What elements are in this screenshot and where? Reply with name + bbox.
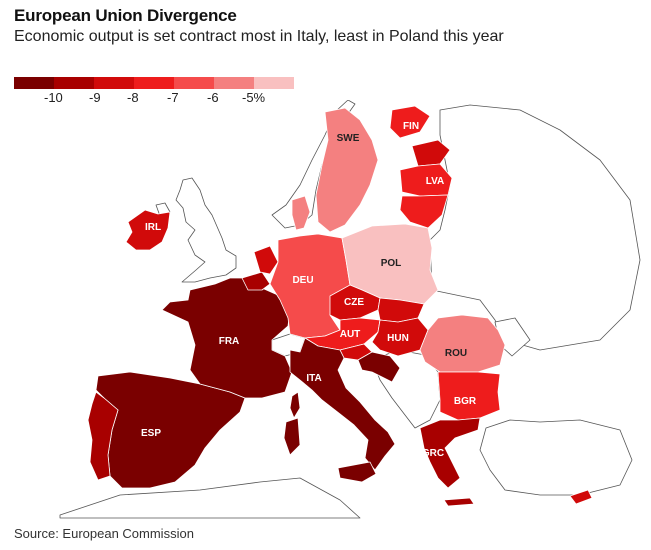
country-grc-crete (443, 497, 475, 507)
label-rou: ROU (445, 348, 467, 359)
countries (87, 105, 593, 507)
legend-bar (14, 77, 294, 89)
country-grc (419, 417, 481, 489)
land-africa (59, 477, 361, 519)
legend-labels: -10 -9 -8 -7 -6 -5% (14, 89, 294, 105)
country-swe (315, 107, 379, 233)
map-title: European Union Divergence (14, 6, 237, 25)
country-bgr (437, 371, 501, 421)
label-aut: AUT (340, 329, 361, 340)
country-ltu (399, 194, 449, 229)
legend-swatch (254, 77, 294, 89)
country-cyp (569, 489, 593, 505)
label-irl: IRL (145, 222, 161, 233)
country-est (411, 139, 451, 167)
legend-swatch (54, 77, 94, 89)
legend-swatch (174, 77, 214, 89)
country-prt (87, 391, 119, 481)
label-bgr: BGR (454, 396, 477, 407)
label-swe: SWE (337, 133, 360, 144)
land-east (429, 104, 641, 351)
country-nld (253, 245, 279, 275)
legend-label: -8 (127, 90, 139, 105)
country-irl (125, 209, 171, 251)
country-fra-corsica (289, 391, 301, 419)
label-pol: POL (381, 258, 402, 269)
country-ita-sicily (337, 461, 377, 483)
label-deu: DEU (292, 275, 313, 286)
europe-map: FRA ESP ITA DEU POL CZE AUT HUN ROU BGR … (59, 100, 641, 519)
land-tur (479, 419, 633, 496)
country-hrv (357, 351, 401, 383)
legend-swatch (94, 77, 134, 89)
country-rou (419, 314, 506, 373)
label-ita: ITA (306, 373, 321, 384)
label-esp: ESP (141, 428, 161, 439)
legend-swatch (214, 77, 254, 89)
country-fin (389, 105, 431, 139)
map-subtitle: Economic output is set contract most in … (14, 28, 504, 45)
label-cze: CZE (344, 297, 364, 308)
country-ita-sardinia (283, 417, 301, 456)
legend-label: -7 (167, 90, 179, 105)
label-hun: HUN (387, 333, 409, 344)
label-grc: GRC (422, 448, 444, 459)
legend-label: -9 (89, 90, 101, 105)
land-gbr (175, 177, 237, 283)
country-lva (399, 163, 453, 197)
color-legend: -10 -9 -8 -7 -6 -5% (14, 77, 294, 105)
source-note: Source: European Commission (14, 526, 194, 541)
country-dnk (291, 195, 311, 231)
legend-label: -6 (207, 90, 219, 105)
legend-label: -10 (44, 90, 63, 105)
country-bel (241, 271, 271, 291)
legend-label: -5% (242, 90, 266, 105)
country-labels: FRA ESP ITA DEU POL CZE AUT HUN ROU BGR … (141, 121, 477, 459)
legend-swatch (14, 77, 54, 89)
legend-swatch (134, 77, 174, 89)
label-fra: FRA (219, 336, 240, 347)
label-lva: LVA (426, 176, 445, 187)
label-fin: FIN (403, 121, 419, 132)
country-ita (289, 337, 396, 471)
